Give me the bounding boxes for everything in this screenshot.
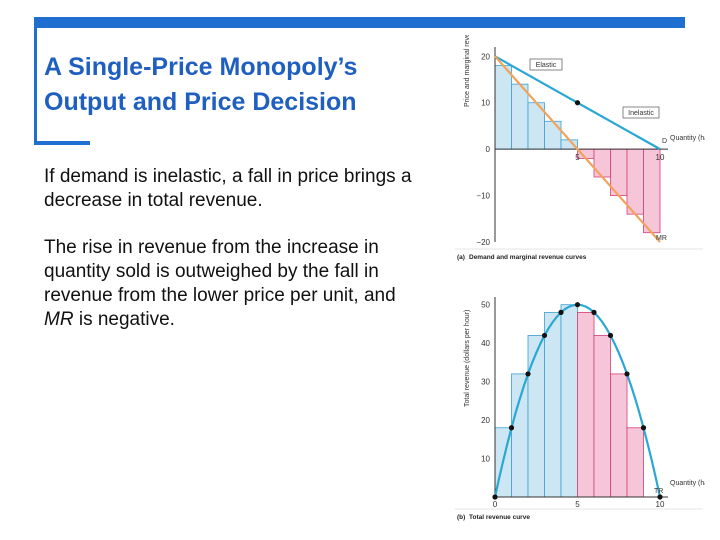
mr-bar-1 — [494, 65, 512, 150]
y-tick-label: 10 — [481, 99, 490, 108]
unit-elastic-point — [574, 100, 581, 106]
mr-bar-4 — [544, 120, 562, 150]
paragraph-mr-main: The rise in revenue from the increase in… — [44, 237, 396, 306]
y-tick-label: 0 — [486, 145, 491, 154]
x-tick-label: 0 — [493, 500, 498, 509]
x-tick-label: 5 — [575, 500, 580, 509]
title-top-rule — [34, 17, 685, 28]
demand-label: D — [662, 138, 667, 145]
y-axis-label: Price and marginal revenue (dollars per … — [464, 35, 471, 107]
x-tick-label: 5 — [575, 153, 580, 162]
tr-bar-9 — [626, 427, 644, 498]
y-tick-label: 30 — [481, 378, 490, 387]
y-axis-label: Total revenue (dollars per hour) — [464, 310, 471, 407]
x-axis-label: Quantity (haircuts per hour) — [670, 135, 705, 142]
mr-bar-9 — [626, 148, 644, 215]
mr-label: MR — [656, 235, 667, 242]
paragraph-mr-symbol: MR — [44, 309, 74, 330]
inelastic-label-box — [622, 106, 660, 119]
title-left-rule — [34, 17, 37, 144]
inelastic-label: Inelastic — [628, 110, 654, 117]
tr-bar-8 — [610, 373, 628, 498]
tr-point — [607, 332, 614, 339]
mr-curve — [494, 55, 661, 243]
tr-bar-7 — [593, 335, 611, 498]
tr-bar-4 — [544, 311, 562, 498]
tr-point — [558, 309, 564, 315]
tr-point — [508, 425, 515, 431]
x-tick-label: 10 — [656, 153, 665, 162]
y-tick-label: 40 — [481, 339, 490, 348]
tr-point — [591, 309, 597, 315]
caption-b: Total revenue curve — [469, 514, 530, 521]
tr-point — [624, 371, 630, 377]
tr-label: TR — [654, 488, 663, 495]
mr-bar-2 — [511, 83, 529, 150]
y-tick-label: −20 — [476, 238, 490, 247]
slide-title-line2: Output and Price Decision — [44, 88, 357, 116]
tr-bar-3 — [527, 335, 545, 498]
y-tick-label: 50 — [481, 301, 490, 310]
slide-title-line1: A Single-Price Monopoly’s — [44, 53, 358, 81]
elastic-label: Elastic — [536, 62, 557, 69]
chart-total-revenue: 50 40 30 20 10 0 5 10 TR Quantity (haircuts per h… — [455, 297, 705, 521]
caption-a-letter: (a) — [457, 254, 465, 261]
tr-bar-5 — [560, 304, 578, 498]
paragraph-mr-tail: is negative. — [73, 309, 175, 330]
chart-demand-marginal-revenue: 20 10 0 −10 −20 5 10 Elastic Inelastic D MR Quantit… — [455, 35, 705, 261]
slide-title: A Single-Price Monopoly’s Output and Pri… — [44, 50, 454, 120]
caption-a: Demand and marginal revenue curves — [469, 254, 587, 261]
paragraph-inelastic-demand: If demand is inelastic, a fall in price … — [44, 166, 412, 211]
tr-point — [640, 425, 647, 431]
y-tick-label: −10 — [476, 192, 490, 201]
y-tick-label: 20 — [481, 52, 490, 61]
tr-point — [541, 332, 548, 339]
tr-bar-2 — [511, 373, 529, 498]
x-tick-label: 10 — [656, 500, 665, 509]
tr-point — [574, 302, 581, 308]
tr-point — [492, 494, 498, 500]
caption-b-letter: (b) — [457, 514, 465, 521]
tr-point — [525, 371, 531, 377]
elastic-label-box — [529, 58, 563, 71]
demand-and-revenue-figure: 20 10 0 −10 −20 5 10 Elastic Inelastic D MR Quantit… — [455, 35, 705, 521]
tr-point — [657, 494, 663, 500]
tr-bar-6 — [577, 311, 595, 498]
paragraph-mr-negative: The rise in revenue from the increase in… — [44, 236, 424, 332]
y-tick-label: 20 — [481, 416, 490, 425]
title-bottom-rule — [34, 141, 90, 145]
x-axis-label: Quantity (haircuts per hour) — [670, 480, 705, 487]
mr-bar-7 — [593, 148, 611, 178]
y-tick-label: 10 — [481, 455, 490, 464]
